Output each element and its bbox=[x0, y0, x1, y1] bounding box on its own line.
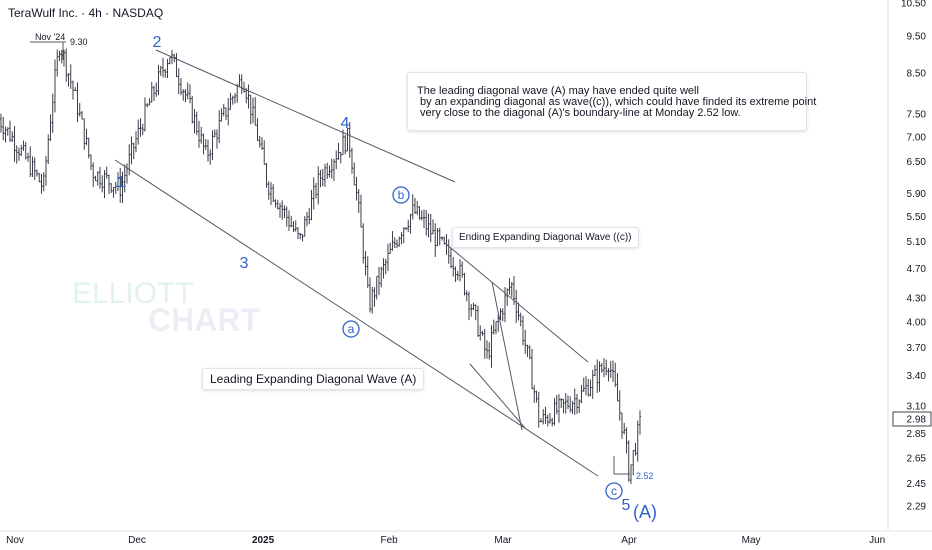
wave-b-label-circle bbox=[392, 186, 410, 204]
wave-c-label: c bbox=[611, 484, 617, 498]
y-tick-label: 4.70 bbox=[907, 264, 927, 275]
wave-a-label-circle bbox=[342, 320, 360, 338]
wave-5-label: 5 bbox=[622, 497, 631, 514]
marker-nov-label: Nov '24 bbox=[35, 32, 65, 42]
y-tick-label: 4.30 bbox=[907, 293, 927, 304]
ending-diagonal-label[interactable]: Ending Expanding Diagonal Wave ((c)) bbox=[452, 227, 639, 248]
x-axis: Nov Dec 2025 Feb Mar Apr May Jun bbox=[0, 530, 932, 546]
wave-1-label: 1 bbox=[117, 174, 126, 191]
upper-channel-line bbox=[155, 49, 456, 183]
leading-diagonal-label[interactable]: Leading Expanding Diagonal Wave (A) bbox=[202, 368, 425, 390]
trend-lines bbox=[30, 41, 630, 477]
wave-4-label: 4 bbox=[341, 115, 350, 132]
y-tick-label: 9.50 bbox=[907, 32, 927, 43]
annotation-line-2: by an expanding diagonal as wave((c)), w… bbox=[417, 96, 817, 108]
wave-3-label: 3 bbox=[240, 255, 249, 272]
y-tick-label: 5.90 bbox=[907, 189, 927, 200]
ending-diagonal-leg bbox=[491, 281, 523, 431]
annotation-line-1: The leading diagonal wave (A) may have e… bbox=[417, 85, 699, 97]
y-tick-label: 8.50 bbox=[907, 68, 927, 79]
x-tick-label: Dec bbox=[128, 535, 146, 546]
x-tick-label: May bbox=[742, 535, 761, 546]
y-tick-label: 2.65 bbox=[907, 453, 927, 464]
lower-channel-line bbox=[114, 159, 599, 477]
wave-c-label-circle bbox=[605, 482, 623, 500]
y-tick-label: 7.00 bbox=[907, 132, 927, 143]
ending-diagonal-upper bbox=[445, 243, 589, 363]
y-tick-label: 2.45 bbox=[907, 479, 927, 490]
y-tick-label: 4.00 bbox=[907, 317, 927, 328]
y-tick-label: 3.10 bbox=[907, 401, 927, 412]
watermark-chart: CHART bbox=[148, 302, 260, 338]
wave-2-label: 2 bbox=[153, 34, 162, 51]
y-tick-label: 7.50 bbox=[907, 110, 927, 121]
watermark-elliott: ELLIOTT bbox=[72, 277, 194, 310]
chart-title: TeraWulf Inc. · 4h · NASDAQ bbox=[8, 6, 164, 20]
y-tick-label: 10.50 bbox=[901, 0, 926, 10]
ending-diagonal-lower bbox=[469, 363, 526, 429]
y-tick-label: 6.50 bbox=[907, 157, 927, 168]
wave-labels: 1 2 3 4 5 (A) a b c Nov '24 9.30 2.52 bbox=[35, 32, 657, 522]
x-tick-label: Feb bbox=[381, 535, 399, 546]
y-tick-label: 5.50 bbox=[907, 212, 927, 223]
annotation-line-3: very close to the diagonal (A)'s boundar… bbox=[417, 107, 741, 119]
x-tick-label: 2025 bbox=[252, 535, 275, 546]
y-tick-label: 3.40 bbox=[907, 371, 927, 382]
y-tick-label: 2.85 bbox=[907, 429, 927, 440]
wave-a-label: a bbox=[348, 322, 355, 336]
x-tick-label: Apr bbox=[621, 535, 637, 546]
y-tick-label: 3.70 bbox=[907, 343, 927, 354]
y-tick-label: 5.10 bbox=[907, 237, 927, 248]
price-bars bbox=[0, 48, 642, 484]
marker-low-value: 2.52 bbox=[636, 471, 654, 481]
current-price-tag bbox=[892, 411, 932, 427]
annotation-box[interactable]: The leading diagonal wave (A) may have e… bbox=[407, 72, 816, 131]
current-price-value: 2.98 bbox=[907, 415, 927, 426]
marker-nov-value: 9.30 bbox=[70, 37, 88, 47]
wave-b-label: b bbox=[398, 188, 405, 202]
y-tick-label: 2.29 bbox=[907, 502, 927, 513]
y-axis: 10.50 9.50 8.50 7.50 7.00 6.50 5.90 5.50 5.10 4.7… bbox=[887, 0, 932, 531]
x-tick-label: Jun bbox=[869, 535, 885, 546]
x-tick-label: Nov bbox=[6, 535, 24, 546]
x-tick-label: Mar bbox=[494, 535, 512, 546]
wave-A-label: (A) bbox=[633, 502, 657, 522]
